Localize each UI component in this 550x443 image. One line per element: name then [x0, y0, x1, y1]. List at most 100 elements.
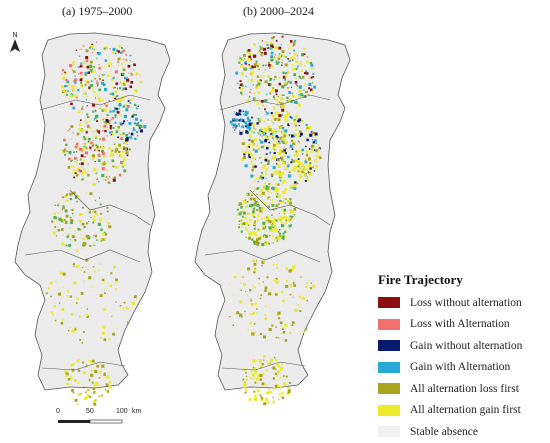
fire-pixel — [100, 212, 103, 215]
fire-pixel — [98, 377, 101, 379]
fire-pixel — [123, 301, 126, 304]
fire-pixel — [276, 200, 278, 202]
fire-pixel — [135, 114, 137, 116]
fire-pixel — [101, 73, 104, 76]
fire-pixel — [110, 150, 112, 152]
fire-pixel — [61, 242, 65, 246]
fire-pixel — [282, 382, 286, 386]
fire-pixel — [67, 378, 71, 381]
fire-pixel — [277, 118, 281, 122]
fire-pixel — [62, 272, 66, 276]
fire-pixel — [87, 141, 90, 143]
fire-pixel — [78, 169, 81, 172]
fire-pixel — [278, 140, 280, 143]
fire-pixel — [285, 280, 289, 283]
fire-pixel — [314, 139, 317, 142]
fire-pixel — [314, 165, 316, 167]
fire-pixel — [244, 125, 247, 128]
fire-pixel — [246, 200, 249, 203]
fire-pixel — [239, 313, 243, 317]
fire-pixel — [250, 377, 253, 380]
fire-pixel — [51, 313, 54, 316]
fire-pixel — [293, 135, 296, 138]
fire-pixel — [248, 49, 251, 52]
fire-pixel — [287, 164, 290, 167]
fire-pixel — [264, 171, 266, 173]
fire-pixel — [250, 65, 254, 69]
fire-pixel — [270, 51, 274, 55]
fire-pixel — [101, 278, 105, 282]
fire-pixel — [70, 198, 73, 201]
fire-pixel — [72, 391, 75, 394]
fire-pixel — [281, 222, 284, 225]
fire-pixel — [284, 213, 286, 215]
fire-pixel — [272, 387, 276, 390]
fire-pixel — [99, 218, 103, 221]
fire-pixel — [267, 119, 269, 121]
fire-pixel — [289, 210, 293, 214]
fire-pixel — [292, 168, 296, 172]
fire-pixel — [115, 280, 118, 283]
fire-pixel — [61, 318, 64, 321]
fire-pixel — [102, 161, 104, 164]
fire-pixel — [265, 178, 267, 180]
fire-pixel — [258, 85, 260, 87]
fire-pixel — [114, 116, 117, 118]
fire-pixel — [279, 179, 282, 182]
fire-pixel — [282, 75, 286, 79]
fire-pixel — [247, 51, 251, 55]
fire-pixel — [305, 294, 307, 296]
fire-pixel — [259, 394, 262, 397]
fire-pixel — [271, 185, 273, 187]
fire-pixel — [295, 60, 299, 64]
fire-pixel — [297, 140, 300, 143]
fire-pixel — [314, 168, 317, 170]
fire-pixel — [264, 289, 267, 292]
fire-pixel — [298, 103, 302, 107]
fire-pixel — [66, 150, 68, 153]
fire-pixel — [280, 370, 282, 372]
fire-pixel — [305, 153, 309, 157]
fire-pixel — [54, 319, 57, 322]
fire-pixel — [270, 119, 273, 122]
fire-pixel — [126, 78, 130, 82]
fire-pixel — [97, 52, 101, 56]
fire-pixel — [268, 220, 272, 224]
fire-pixel — [256, 308, 258, 310]
fire-pixel — [240, 206, 243, 209]
fire-pixel — [271, 199, 274, 201]
fire-pixel — [271, 219, 275, 224]
fire-pixel — [283, 115, 287, 119]
fire-pixel — [240, 289, 242, 292]
fire-pixel — [60, 85, 64, 89]
fire-pixel — [306, 177, 309, 180]
fire-pixel — [86, 113, 89, 116]
fire-pixel — [122, 165, 124, 168]
fire-pixel — [276, 240, 279, 242]
fire-pixel — [237, 123, 240, 126]
fire-pixel — [243, 282, 246, 286]
fire-pixel — [110, 272, 113, 275]
fire-pixel — [244, 310, 246, 313]
fire-pixel — [89, 146, 92, 149]
fire-pixel — [274, 75, 277, 79]
fire-pixel — [135, 117, 138, 121]
fire-pixel — [273, 122, 275, 124]
fire-pixel — [290, 86, 292, 88]
fire-pixel — [279, 149, 282, 152]
fire-pixel — [291, 139, 294, 142]
fire-pixel — [80, 180, 83, 182]
fire-pixel — [108, 381, 112, 384]
fire-pixel — [292, 41, 296, 45]
fire-pixel — [308, 171, 311, 174]
fire-pixel — [282, 71, 285, 75]
fire-pixel — [275, 204, 279, 207]
fire-pixel — [67, 329, 70, 332]
fire-pixel — [82, 45, 85, 47]
fire-pixel — [286, 392, 290, 395]
fire-pixel — [66, 290, 70, 293]
fire-pixel — [272, 88, 276, 92]
fire-pixel — [73, 266, 75, 268]
fire-pixel — [245, 63, 247, 65]
fire-pixel — [100, 114, 102, 116]
